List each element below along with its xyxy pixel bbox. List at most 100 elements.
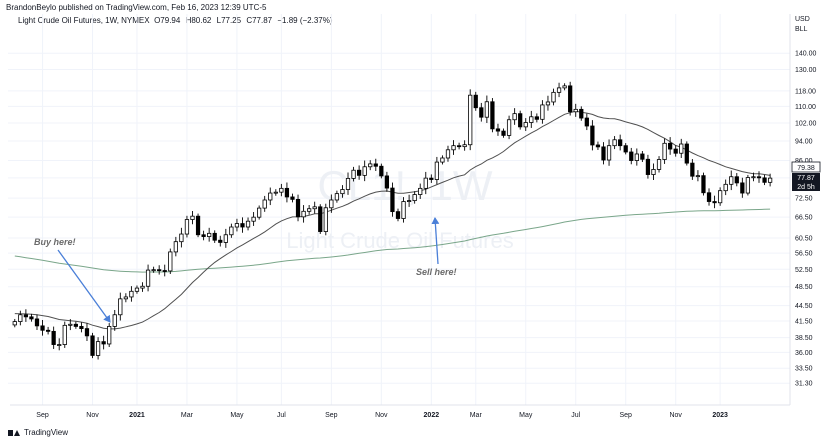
- candle-up: [418, 187, 423, 195]
- candle-up: [484, 101, 489, 118]
- candle-up: [140, 285, 145, 289]
- candle-up: [134, 287, 140, 292]
- candle-up: [351, 169, 356, 179]
- candle-up: [651, 169, 656, 175]
- price-tag-ma: 79.38: [797, 165, 815, 172]
- candle-up: [68, 323, 73, 326]
- candle-up: [18, 314, 23, 322]
- candle-up: [268, 192, 273, 201]
- x-tick-label: Mar: [470, 412, 483, 419]
- candle-up: [245, 220, 251, 228]
- candle-down: [73, 323, 78, 327]
- price-tag-last-bg: [792, 173, 820, 191]
- legend-open-key: O: [154, 16, 161, 25]
- candle-up: [184, 219, 190, 235]
- candle-up: [118, 298, 123, 316]
- candle-down: [51, 330, 56, 345]
- candle-down: [84, 328, 90, 337]
- candle-down: [584, 117, 589, 127]
- candle-down: [218, 239, 223, 243]
- candle-up: [223, 234, 228, 243]
- candle-up: [767, 177, 773, 183]
- long-moving-average-line: [14, 208, 771, 273]
- candle-down: [495, 128, 501, 132]
- legend-open-value: 79.94: [160, 16, 181, 25]
- moving-averages: [14, 110, 771, 330]
- candle-down: [673, 148, 678, 154]
- chart-grid: [8, 14, 790, 405]
- candle-up: [112, 314, 117, 327]
- x-tick-label: Mar: [181, 412, 194, 419]
- y-tick-label: 48.50: [795, 284, 813, 291]
- candle-up: [273, 191, 278, 194]
- candle-up: [662, 142, 667, 160]
- candle-up: [262, 199, 267, 209]
- candle-up: [679, 143, 684, 154]
- x-tick-label: Jul: [571, 412, 580, 419]
- candle-down: [240, 223, 245, 228]
- candle-up: [173, 241, 178, 253]
- x-tick-label: 2022: [424, 412, 440, 419]
- candle-down: [712, 201, 717, 204]
- time-axis[interactable]: Sep Nov 2021 Mar May Jul Sep Nov 2022 Mar May Jul Se…: [36, 412, 728, 419]
- candle-down: [295, 198, 301, 218]
- x-tick-label: May: [230, 412, 244, 419]
- candle-up: [334, 193, 340, 201]
- legend-low-key: L: [216, 16, 222, 25]
- candle-up: [279, 187, 284, 193]
- x-tick-label: Sep: [619, 412, 632, 419]
- y-tick-label: 66.50: [795, 215, 813, 222]
- candle-up: [729, 176, 734, 185]
- candle-down: [390, 187, 395, 213]
- candle-up: [562, 85, 567, 89]
- candle-up: [340, 189, 345, 195]
- candle-up: [556, 87, 562, 93]
- y-tick-label: 60.50: [795, 236, 813, 243]
- price-axis-unit: BLL: [795, 26, 808, 33]
- buy-annotation-label: Buy here!: [34, 237, 76, 247]
- y-tick-label: 102.00: [795, 120, 817, 127]
- x-tick-label: Nov: [669, 412, 682, 419]
- candle-down: [706, 192, 712, 202]
- candle-up: [62, 324, 67, 345]
- candle-down: [318, 206, 323, 232]
- sell-arrow: [431, 217, 440, 265]
- candle-up: [229, 226, 234, 236]
- candle-up: [718, 190, 723, 204]
- candle-down: [157, 269, 162, 272]
- footer-brand: TradingView: [24, 428, 69, 437]
- candle-down: [201, 234, 206, 237]
- candle-down: [579, 108, 584, 119]
- candle-up: [745, 177, 751, 194]
- price-tag-last: 77.87: [797, 175, 815, 182]
- candle-up: [451, 145, 456, 151]
- candle-down: [740, 182, 745, 194]
- candle-up: [179, 233, 184, 243]
- candle-down: [101, 341, 106, 345]
- candle-down: [534, 116, 539, 120]
- legend-high-key: H: [185, 16, 192, 25]
- candle-down: [629, 151, 634, 161]
- candle-up: [107, 326, 112, 345]
- candle-up: [656, 159, 662, 170]
- price-axis[interactable]: 31.30 33.50 36.00 38.50 41.50 44.50 48.50 52.50…: [795, 51, 817, 388]
- candle-up: [529, 116, 534, 123]
- y-tick-label: 110.00: [795, 104, 816, 111]
- price-tag-countdown: 2d 5h: [797, 184, 815, 191]
- y-tick-label: 94.00: [795, 138, 813, 145]
- y-tick-label: 38.50: [795, 335, 813, 342]
- y-tick-label: 31.30: [795, 381, 813, 388]
- candle-up: [573, 108, 578, 113]
- candle-up: [323, 207, 328, 232]
- candle-up: [445, 149, 451, 159]
- y-tick-label: 56.50: [795, 251, 813, 258]
- candle-down: [479, 107, 484, 118]
- candle-up: [506, 119, 512, 136]
- candle-down: [640, 153, 645, 160]
- y-tick-label: 118.00: [795, 88, 816, 95]
- legend-low-value: 77.25: [221, 16, 242, 25]
- x-tick-label: May: [519, 412, 533, 419]
- x-tick-label: 2021: [129, 412, 145, 419]
- legend-change: −1.89 (−2.37%): [277, 16, 333, 25]
